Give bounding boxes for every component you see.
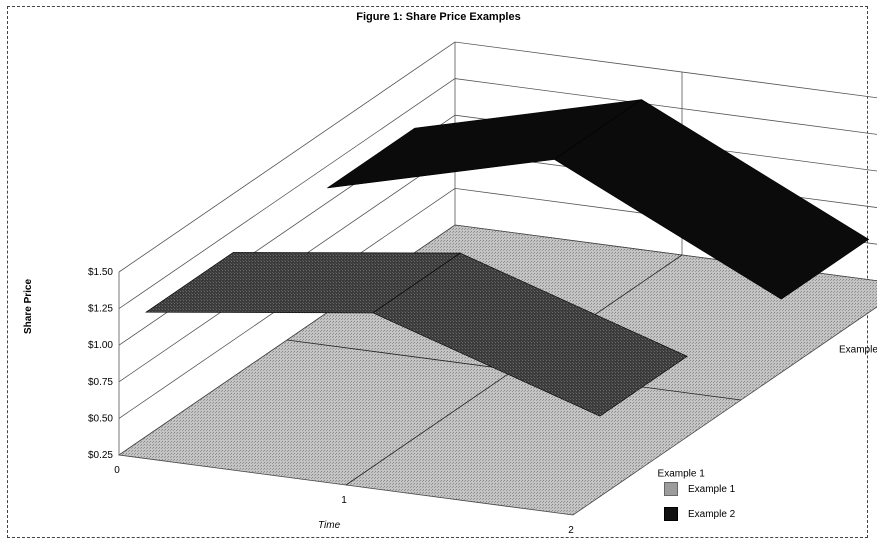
x-tick-label-0: 0 — [114, 465, 120, 476]
y-tick-label-2: $0.75 — [88, 377, 113, 388]
x-tick-label-1: 1 — [341, 495, 347, 506]
surface-example-2-segment-1 — [553, 99, 870, 300]
surface-example-1-segment-1 — [372, 252, 688, 417]
y-tick-label-0: $0.25 — [88, 450, 113, 461]
y-axis-label: Share Price — [23, 278, 34, 334]
y-tick-label-5: $1.50 — [88, 267, 113, 278]
legend-swatch-example-2 — [664, 507, 678, 521]
depth-label-0: Example 1 — [658, 469, 706, 480]
x-tick-label-2: 2 — [568, 525, 574, 536]
legend-swatch-example-1 — [664, 482, 678, 496]
chart-title: Figure 1: Share Price Examples — [356, 11, 521, 23]
y-tick-label-4: $1.25 — [88, 304, 113, 315]
legend-label-example-2: Example 2 — [688, 508, 736, 520]
legend-item-example-1: Example 1 — [664, 482, 735, 496]
y-tick-label-3: $1.00 — [88, 340, 113, 351]
legend-label-example-1: Example 1 — [688, 483, 736, 495]
x-axis-label: Time — [318, 520, 341, 531]
y-tick-label-1: $0.50 — [88, 413, 113, 424]
depth-label-1: Example 2 — [839, 345, 877, 356]
legend-item-example-2: Example 2 — [664, 507, 735, 521]
chart-frame — [7, 6, 868, 538]
